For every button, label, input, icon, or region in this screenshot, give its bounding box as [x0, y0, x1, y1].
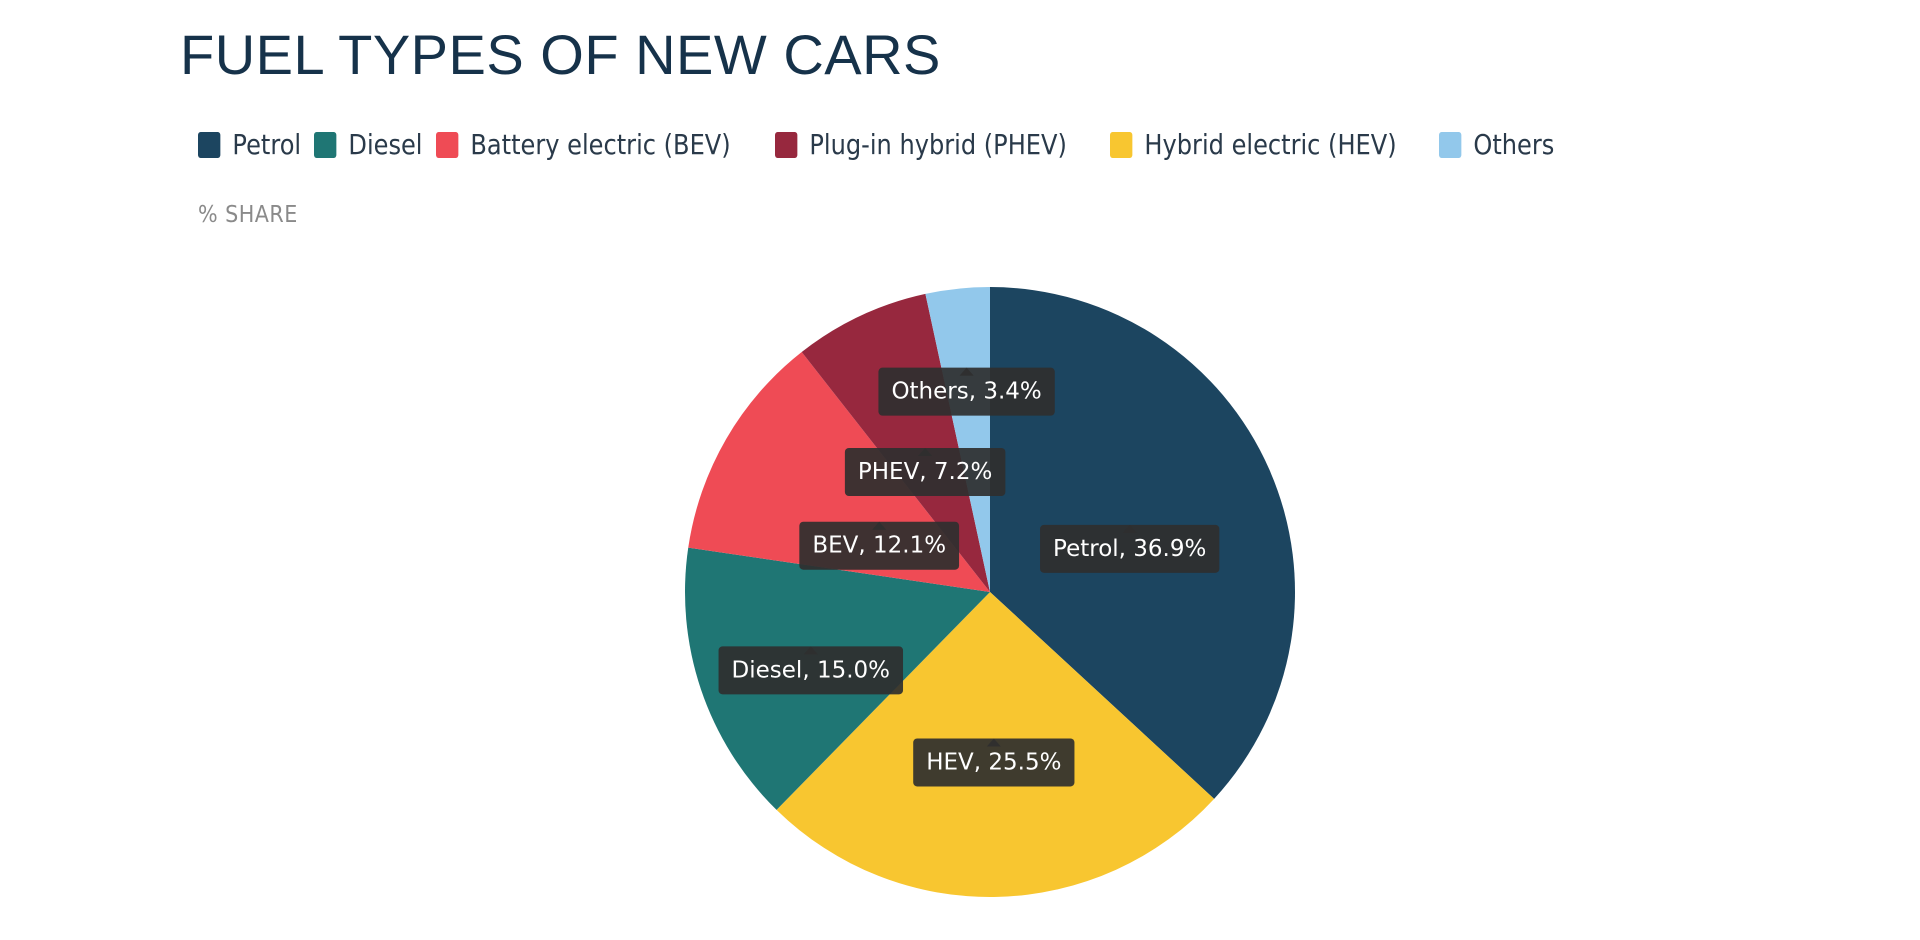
legend-swatch-hev — [1110, 131, 1133, 158]
unit-label: % SHARE — [198, 202, 298, 228]
legend-label-hev: Hybrid electric (HEV) — [1144, 128, 1397, 161]
pie-label-box-plug-in-hybrid — [844, 447, 1006, 496]
legend-label-others: Others — [1473, 128, 1555, 161]
pie-label-text-petrol: Petrol, 36.9% — [1053, 536, 1206, 562]
pie-label-box-petrol — [1040, 524, 1220, 573]
legend-label-diesel: Diesel — [348, 128, 423, 161]
legend-item-bev[interactable]: Battery electric (BEV) — [436, 128, 731, 161]
legend-item-petrol[interactable]: Petrol — [198, 128, 301, 161]
pie-label-text-battery-electric: BEV, 12.1% — [812, 533, 946, 559]
pie-slice-others[interactable] — [925, 287, 990, 592]
pie-label-box-diesel — [718, 646, 904, 695]
pie-label-box-others — [878, 367, 1055, 416]
legend-item-diesel[interactable]: Diesel — [313, 128, 423, 161]
legend-item-hev[interactable]: Hybrid electric (HEV) — [1110, 128, 1397, 161]
pie-label-pointer-battery-electric — [872, 521, 887, 530]
legend-swatch-phev — [774, 131, 798, 158]
pie-label-pointer-others — [959, 367, 974, 376]
legend: Petrol Diesel Battery electric (BEV) Plu… — [198, 128, 1598, 161]
chart-title: FUEL TYPES OF NEW CARS — [180, 23, 941, 86]
legend-swatch-others — [1439, 131, 1462, 158]
legend-label-phev: Plug-in hybrid (PHEV) — [809, 128, 1067, 161]
pie-label-pointer-diesel — [803, 646, 818, 655]
pie-label-plug-in-hybrid: PHEV, 7.2% — [844, 447, 1006, 496]
pie-label-battery-electric: BEV, 12.1% — [799, 521, 960, 570]
pie-label-text-others: Others, 3.4% — [891, 379, 1041, 405]
pie-label-pointer-petrol — [1122, 524, 1137, 533]
legend-label-bev: Battery electric (BEV) — [470, 128, 731, 161]
pie-label-diesel: Diesel, 15.0% — [718, 646, 904, 695]
pie-slice-plug-in-hybrid[interactable] — [801, 293, 990, 592]
pie-label-others: Others, 3.4% — [878, 367, 1055, 416]
pie-label-pointer-hybrid-electric — [986, 738, 1001, 747]
pie-label-box-battery-electric — [799, 521, 960, 570]
pie-label-petrol: Petrol, 36.9% — [1040, 524, 1220, 573]
legend-swatch-bev — [436, 131, 459, 158]
legend-item-phev[interactable]: Plug-in hybrid (PHEV) — [774, 128, 1067, 161]
pie-label-pointer-plug-in-hybrid — [918, 447, 933, 456]
legend-item-others[interactable]: Others — [1439, 128, 1555, 161]
pie-label-text-diesel: Diesel, 15.0% — [732, 657, 890, 683]
pie-labels: Petrol, 36.9% HEV, 25.5% Diesel, 15.0% BEV,… — [718, 367, 1220, 787]
pie-label-box-hybrid-electric — [913, 738, 1075, 787]
pie-label-text-plug-in-hybrid: PHEV, 7.2% — [858, 459, 993, 485]
pie-label-text-hybrid-electric: HEV, 25.5% — [926, 749, 1061, 775]
legend-label-petrol: Petrol — [232, 128, 302, 161]
pie-label-hybrid-electric: HEV, 25.5% — [913, 738, 1075, 787]
legend-swatch-diesel — [313, 131, 337, 158]
legend-swatch-petrol — [198, 131, 221, 158]
